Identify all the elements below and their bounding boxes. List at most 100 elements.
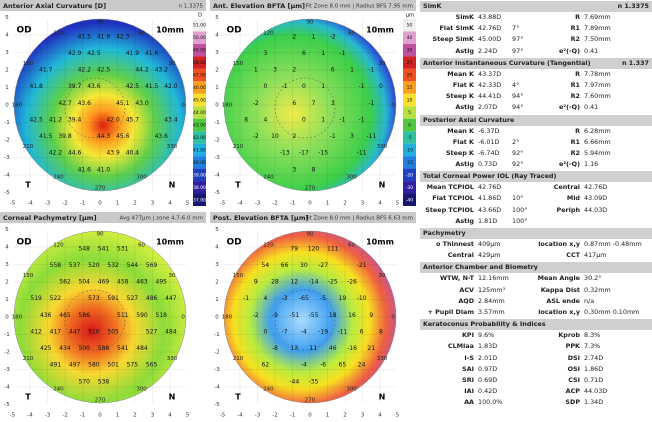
cell-value: 0.42D xyxy=(478,387,498,396)
cell-value: 43.09D xyxy=(584,194,608,203)
section-note: n 1.337 xyxy=(622,58,649,67)
cell-angle xyxy=(512,273,534,284)
y-tick-label: -4 xyxy=(214,385,220,391)
map-value: 54 xyxy=(262,262,270,269)
zone-label: 10mm xyxy=(366,238,394,247)
x-tick-label: -1 xyxy=(80,413,85,419)
scale-swatch xyxy=(193,193,206,206)
color-map xyxy=(223,230,397,404)
scale-label: 50.00 xyxy=(193,35,206,41)
map-value: -2 xyxy=(253,133,259,140)
map-value: 42.3 xyxy=(116,33,130,40)
map-value: 497 xyxy=(69,362,81,369)
compass-label: 270 xyxy=(305,398,316,404)
map-panel: Corneal Pachymetry [µm] Avg 477µm | zone … xyxy=(0,212,206,419)
compass-label: 330 xyxy=(167,144,178,150)
scale-label: 37.00 xyxy=(193,197,206,203)
map-value: -2 xyxy=(253,100,259,107)
y-tick-label: 5 xyxy=(215,227,219,233)
map-value: 43.6 xyxy=(87,83,101,90)
map-value: 3 xyxy=(273,67,277,74)
compass-label: 150 xyxy=(23,61,34,67)
y-tick-label: -1 xyxy=(4,120,9,126)
map-value: 9 xyxy=(254,279,258,286)
cell-value: 1.34D xyxy=(584,398,604,407)
cell-value: 0.87mm -0.48mm xyxy=(584,240,642,248)
map-value: 511 xyxy=(117,312,129,319)
map-value: -27 xyxy=(318,262,328,269)
map-value: 41.5 xyxy=(145,83,159,90)
compass-label: 270 xyxy=(305,186,316,192)
map-value: 505 xyxy=(107,328,119,335)
x-tick-label: -3 xyxy=(45,201,51,207)
table-row: Central 429µm CCT 417µm xyxy=(420,250,652,261)
scale-label: 49.00 xyxy=(193,48,206,54)
map-value: 41.8 xyxy=(29,83,43,90)
map-value: 44.2 xyxy=(135,67,149,74)
section-note: n 1.3375 xyxy=(617,2,649,10)
x-tick-label: 0 xyxy=(308,413,312,419)
zone-circle xyxy=(274,289,336,351)
table-row: Mean TCPIOL 42.76D Central 42.76D xyxy=(420,182,652,193)
cell-value: 12.16mm xyxy=(478,274,509,283)
cell-value: 1.86D xyxy=(584,364,604,373)
scale-label: -20 xyxy=(406,172,413,178)
map-value: 463 xyxy=(136,279,148,286)
table-row: o Thinnest 409µm location x,y 0.87mm -0.48m… xyxy=(420,239,652,250)
section-header: Anterior Chamber and Biometry xyxy=(420,262,652,274)
nasal-label: N xyxy=(169,181,176,190)
compass-label: 270 xyxy=(95,186,106,192)
map-value: -16 xyxy=(347,345,357,352)
scale-swatch xyxy=(403,193,416,206)
map-value: 465 xyxy=(59,312,71,319)
scale-label: -40 xyxy=(406,197,413,203)
y-tick-label: 4 xyxy=(5,245,9,251)
cell-label: SRI xyxy=(462,375,474,384)
map-value: 46 xyxy=(329,345,337,352)
map-value: 3 xyxy=(331,100,335,107)
compass-label: 330 xyxy=(167,356,178,362)
map-value: 569 xyxy=(146,262,158,269)
x-tick-label: -2 xyxy=(272,201,277,207)
compass-label: 30 xyxy=(378,61,385,67)
map-value: -1 xyxy=(243,295,249,302)
table-row: Flat K 42.33D 4° R1 7.97mm xyxy=(420,80,652,91)
cell-value: -6.01D xyxy=(478,137,500,146)
cell-value: 0.41 xyxy=(584,103,599,112)
x-tick-label: -2 xyxy=(272,413,277,419)
compass-label: 210 xyxy=(233,144,244,150)
cell-value: 41.86D xyxy=(478,194,502,203)
cell-angle xyxy=(512,126,534,137)
x-tick-label: 0 xyxy=(98,413,102,419)
cell-label: e²(-Q) xyxy=(558,103,580,112)
map-panel: Ant. Elevation BFTA [µm] Fit Zone 8.0 mm … xyxy=(210,0,416,207)
map-value: 21 xyxy=(367,345,375,352)
scale-label: -15 xyxy=(406,160,413,166)
map-value: 575 xyxy=(127,362,139,369)
map-value: -2 xyxy=(253,312,259,319)
zone-label: 10mm xyxy=(156,26,184,35)
map-value: 42.0 xyxy=(164,83,178,90)
cell-value: 44.03D xyxy=(584,387,608,396)
map-value: 8 xyxy=(379,328,383,335)
map-value: 588 xyxy=(98,345,110,352)
cell-angle xyxy=(512,182,534,193)
cell-label: KPI xyxy=(461,331,474,340)
table-row: Steep K -6.74D 92° R2 5.94mm xyxy=(420,148,652,159)
map-value: -35 xyxy=(309,378,319,385)
y-tick-label: 0 xyxy=(215,103,219,109)
map-value: 1 xyxy=(321,116,325,123)
table-row: Flat SimK 42.76D 7° R1 7.89mm xyxy=(420,23,652,34)
section-header: SimK n 1.3375 xyxy=(420,1,652,12)
panel-title: Ant. Elevation BFTA [µm] xyxy=(213,2,305,10)
cell-angle xyxy=(512,307,534,318)
map-value: -1 xyxy=(339,50,345,57)
cell-label: DSI xyxy=(567,353,580,362)
cell-angle xyxy=(512,250,534,261)
table-row: Astig 2.24D 97° e²(-Q) 0.41 xyxy=(420,46,652,57)
table-row: SimK 43.88D R 7.69mm xyxy=(420,12,652,23)
map-value: 13 xyxy=(290,345,298,352)
map-value: 495 xyxy=(156,279,168,286)
cell-angle: 100° xyxy=(512,205,528,214)
scale-swatch xyxy=(193,143,206,157)
